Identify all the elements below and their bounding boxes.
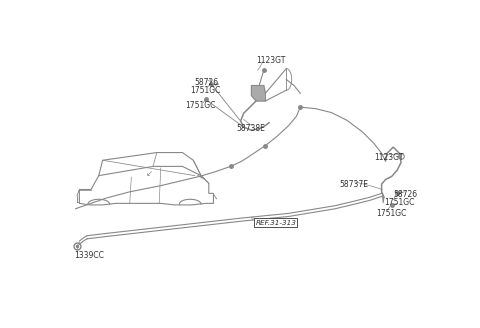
Text: 58737E: 58737E	[339, 180, 368, 189]
Text: 1123GT: 1123GT	[374, 153, 403, 162]
Text: 1751GC: 1751GC	[384, 198, 414, 207]
Polygon shape	[252, 86, 265, 101]
Text: 1123GT: 1123GT	[256, 56, 286, 65]
Text: 1751GC: 1751GC	[186, 101, 216, 110]
Text: 1751GC: 1751GC	[376, 209, 407, 218]
Text: 58726: 58726	[195, 78, 219, 87]
Text: 1339CC: 1339CC	[74, 251, 104, 260]
Text: REF.31-313: REF.31-313	[255, 219, 296, 226]
Text: 1751GC: 1751GC	[190, 86, 221, 94]
Text: 58726: 58726	[393, 190, 418, 198]
Text: ↙: ↙	[145, 170, 153, 179]
Text: 58738E: 58738E	[237, 124, 265, 133]
